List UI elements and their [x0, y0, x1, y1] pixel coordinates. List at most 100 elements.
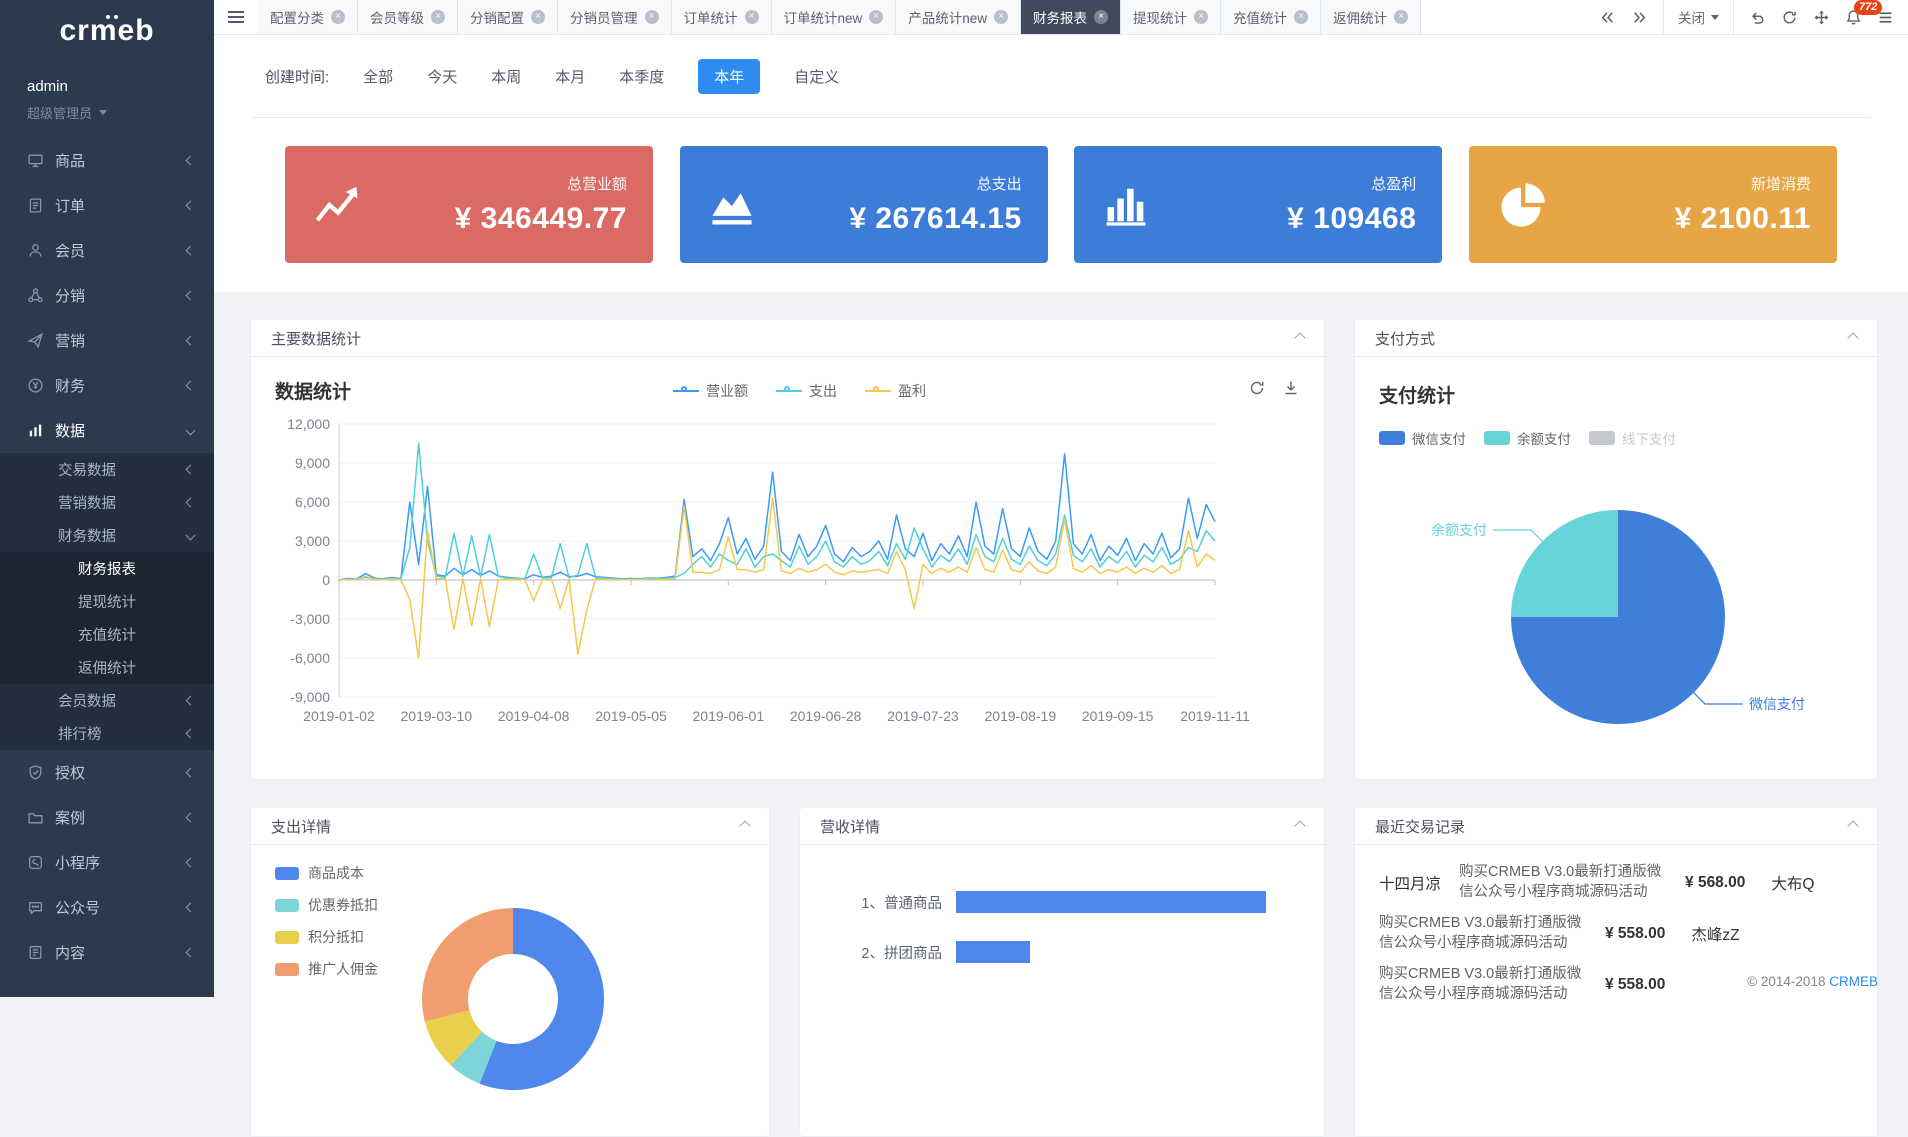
tab-close-icon[interactable]: × [744, 10, 759, 24]
filter-option-本年[interactable]: 本年 [698, 58, 761, 94]
tab-充值统计[interactable]: 充值统计 × [1221, 0, 1322, 34]
tab-分销员管理[interactable]: 分销员管理 × [558, 0, 672, 34]
tab-close-icon[interactable]: × [1094, 10, 1109, 24]
brand-link[interactable]: CRMEB [1829, 974, 1878, 989]
filter-option-本周[interactable]: 本周 [491, 68, 522, 86]
legend-item-商品成本[interactable]: 商品成本 [275, 863, 378, 883]
hamburger-menu-icon[interactable] [214, 0, 258, 34]
tab-close-icon[interactable]: × [644, 10, 659, 24]
sidebar-item-返佣统计[interactable]: 返佣统计 [0, 651, 214, 684]
tab-close-icon[interactable]: × [431, 10, 445, 24]
refresh-icon[interactable] [1781, 9, 1798, 26]
bar[interactable] [956, 891, 1266, 913]
tab-close-icon[interactable]: × [531, 10, 545, 24]
legend-item-优惠券抵扣[interactable]: 优惠券抵扣 [275, 895, 378, 915]
sidebar-item-会员数据[interactable]: 会员数据 [0, 684, 214, 717]
filter-option-全部[interactable]: 全部 [363, 68, 394, 86]
tab-close-icon[interactable]: × [331, 10, 345, 24]
legend-marker [673, 385, 699, 392]
legend-item-积分抵扣[interactable]: 积分抵扣 [275, 927, 378, 947]
app-logo[interactable]: crmeb [0, 0, 214, 62]
sidebar-item-案例[interactable]: 案例 [0, 795, 214, 840]
undo-icon[interactable] [1749, 9, 1766, 26]
user-name: admin [27, 78, 68, 95]
transaction-description: 购买CRMEB V3.0最新打通版微信公众号小程序商城源码活动 [1459, 864, 1662, 900]
user-role[interactable]: 超级管理员 [27, 103, 214, 122]
filter-options: 全部 今天 本周 本月 本季度 本年 自定义 [363, 58, 840, 94]
legend-item-微信支付[interactable]: 微信支付 [1379, 428, 1466, 448]
sidebar-item-公众号[interactable]: 公众号 [0, 885, 214, 930]
tab-财务报表[interactable]: 财务报表 × [1021, 0, 1122, 34]
collapse-chevron-icon[interactable] [1847, 820, 1859, 832]
legend-item-推广人佣金[interactable]: 推广人佣金 [275, 959, 378, 979]
fullscreen-icon[interactable] [1813, 9, 1830, 26]
collapse-chevron-icon[interactable] [739, 820, 751, 832]
double-right-arrow-icon[interactable] [1631, 9, 1648, 26]
auth-icon [27, 764, 44, 781]
sidebar-item-排行榜[interactable]: 排行榜 [0, 717, 214, 750]
svg-text:-6,000: -6,000 [290, 650, 330, 666]
filter-option-自定义[interactable]: 自定义 [794, 68, 840, 86]
legend-item-支出[interactable]: 支出 [776, 381, 837, 401]
logo-text: crmeb [59, 14, 155, 47]
tab-订单统计[interactable]: 订单统计 × [671, 0, 772, 34]
tab-分销配置[interactable]: 分销配置 × [458, 0, 558, 34]
list-icon[interactable] [1877, 9, 1894, 26]
collapse-chevron-icon[interactable] [1294, 332, 1306, 344]
filter-option-本月[interactable]: 本月 [555, 68, 586, 86]
tab-close-icon[interactable]: × [994, 10, 1009, 24]
close-tabs-label: 关闭 [1678, 11, 1705, 26]
sidebar-item-授权[interactable]: 授权 [0, 750, 214, 795]
legend-item-余额支付[interactable]: 余额支付 [1484, 428, 1571, 448]
trend-line-icon [311, 179, 363, 231]
tab-配置分类[interactable]: 配置分类 × [258, 0, 358, 34]
member-icon [27, 242, 44, 259]
collapse-chevron-icon[interactable] [1847, 332, 1859, 344]
svg-text:12,000: 12,000 [287, 416, 330, 432]
legend-label: 线下支付 [1622, 432, 1676, 447]
tab-close-icon[interactable]: × [869, 10, 884, 24]
sidebar-item-内容[interactable]: 内容 [0, 930, 214, 975]
sidebar-item-交易数据[interactable]: 交易数据 [0, 453, 214, 486]
collapse-chevron-icon[interactable] [1294, 820, 1306, 832]
close-tabs-dropdown[interactable]: 关闭 [1663, 0, 1734, 34]
sidebar-item-数据[interactable]: 数据 [0, 408, 214, 453]
sidebar-item-订单[interactable]: 订单 [0, 183, 214, 228]
sidebar-item-商品[interactable]: 商品 [0, 138, 214, 183]
sidebar-item-营销[interactable]: 营销 [0, 318, 214, 363]
tab-close-icon[interactable]: × [1194, 10, 1209, 24]
sidebar-item-分销[interactable]: 分销 [0, 273, 214, 318]
sidebar-item-营销数据[interactable]: 营销数据 [0, 486, 214, 519]
sidebar-item-财务[interactable]: 财务 [0, 363, 214, 408]
sidebar-item-财务报表[interactable]: 财务报表 [0, 552, 214, 585]
sidebar-item-小程序[interactable]: 小程序 [0, 840, 214, 885]
filter-option-今天[interactable]: 今天 [427, 68, 458, 86]
sidebar-item-会员[interactable]: 会员 [0, 228, 214, 273]
tab-订单统计new[interactable]: 订单统计new × [771, 0, 897, 34]
open-tabs: 配置分类 × 会员等级 × 分销配置 × 分销员管理 × 订单统计 × 订单统计new × 产品统计ne… [258, 0, 1585, 34]
tab-提现统计[interactable]: 提现统计 × [1121, 0, 1222, 34]
tab-返佣统计[interactable]: 返佣统计 × [1321, 0, 1422, 34]
refresh-icon[interactable] [1248, 379, 1266, 402]
legend-label: 微信支付 [1412, 432, 1466, 447]
legend-item-线下支付[interactable]: 线下支付 [1589, 428, 1676, 448]
legend-marker [1379, 431, 1405, 445]
tab-close-icon[interactable]: × [1294, 10, 1309, 24]
bar[interactable] [956, 941, 1030, 963]
marketing-icon [27, 332, 44, 349]
tab-产品统计new[interactable]: 产品统计new × [896, 0, 1022, 34]
sidebar-item-提现统计[interactable]: 提现统计 [0, 585, 214, 618]
download-icon[interactable] [1282, 379, 1300, 402]
svg-text:-3,000: -3,000 [290, 611, 330, 627]
legend-marker [275, 866, 299, 880]
sidebar-item-充值统计[interactable]: 充值统计 [0, 618, 214, 651]
tab-会员等级[interactable]: 会员等级 × [358, 0, 458, 34]
panel-main-statistics: 主要数据统计 数据统计 营业额 支出 盈利 12,000 9,000 6,000 3,00… [250, 319, 1325, 780]
filter-option-本季度[interactable]: 本季度 [619, 68, 665, 86]
tab-close-icon[interactable]: × [1394, 10, 1409, 24]
legend-item-盈利[interactable]: 盈利 [865, 381, 926, 401]
double-left-arrow-icon[interactable] [1599, 9, 1616, 26]
notifications-bell-icon[interactable]: 772 [1845, 0, 1883, 26]
sidebar-item-财务数据[interactable]: 财务数据 [0, 519, 214, 552]
legend-item-营业额[interactable]: 营业额 [673, 381, 748, 401]
